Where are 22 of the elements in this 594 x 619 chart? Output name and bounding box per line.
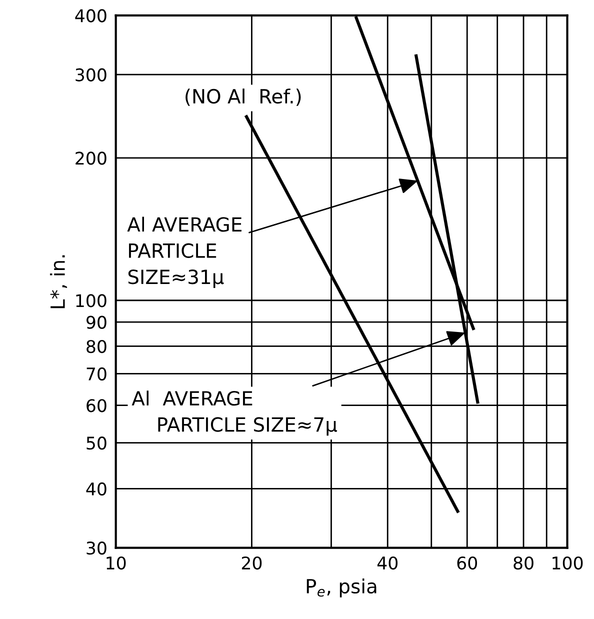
y-axis-title: L*, in.	[50, 255, 68, 308]
y-tick-label: 90	[86, 316, 106, 329]
y-tick-label: 100	[76, 294, 106, 308]
y-tick-label: 200	[76, 152, 106, 165]
annotation: (NO Al Ref.)	[186, 88, 301, 106]
x-axis-title: P$_{e}$, psia	[306, 578, 376, 598]
annotation: Al AVERAGE PARTICLE SIZE≈7μ	[132, 390, 337, 436]
x-tick-label: 60	[457, 556, 478, 570]
y-tick-label: 300	[76, 68, 106, 82]
x-tick-label: 10	[106, 556, 126, 570]
x-tick-label: 40	[377, 556, 398, 570]
y-tick-label: 50	[86, 436, 106, 450]
y-tick-label: 70	[86, 367, 106, 381]
y-tick-label: 40	[86, 482, 106, 496]
x-tick-label: 20	[242, 556, 262, 570]
y-tick-label: 400	[75, 9, 106, 22]
y-tick-label: 80	[86, 340, 106, 354]
annotation: Al AVERAGE PARTICLE SIZE≈31μ	[127, 216, 242, 288]
x-tick-label: 80	[514, 556, 534, 570]
y-tick-label: 60	[86, 399, 106, 412]
y-tick-label: 30	[86, 542, 106, 555]
x-tick-label: 100	[552, 556, 583, 570]
